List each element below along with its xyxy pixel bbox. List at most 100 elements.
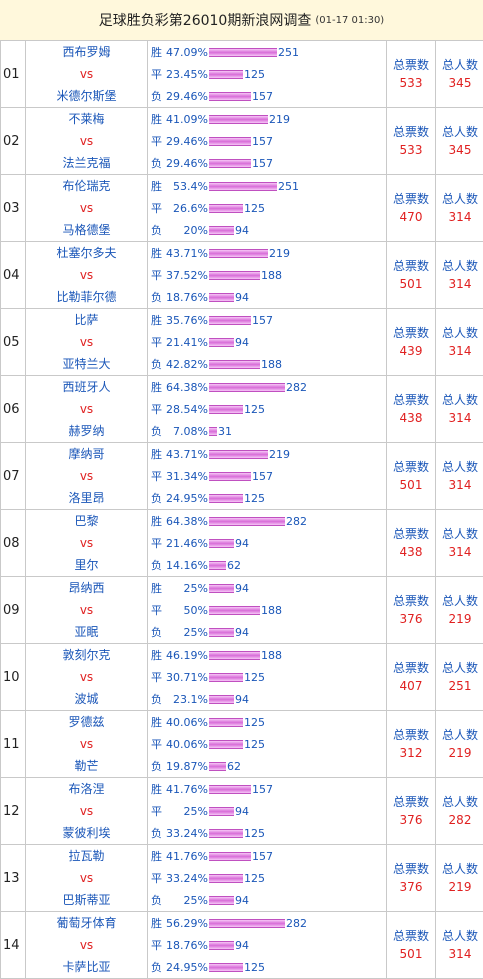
draw-label: 平 xyxy=(151,535,162,551)
match-number: 11 xyxy=(1,711,26,778)
match-number: 02 xyxy=(1,108,26,175)
home-team-link[interactable]: 巴黎 xyxy=(74,514,98,528)
away-team-link[interactable]: 赫罗纳 xyxy=(68,424,104,438)
win-label: 胜 xyxy=(151,178,162,194)
home-team-link[interactable]: 西班牙人 xyxy=(62,380,110,394)
lose-label: 负 xyxy=(151,423,162,439)
home-team-link[interactable]: 敦刻尔克 xyxy=(62,648,110,662)
away-team-link[interactable]: 波城 xyxy=(74,692,98,706)
draw-count: 94 xyxy=(235,939,249,952)
home-team-link[interactable]: 摩纳哥 xyxy=(68,447,104,461)
win-label: 胜 xyxy=(151,915,162,931)
lose-label: 负 xyxy=(151,222,162,238)
win-bar xyxy=(209,651,260,660)
lose-label: 负 xyxy=(151,624,162,640)
draw-count: 94 xyxy=(235,537,249,550)
draw-label: 平 xyxy=(151,870,162,886)
away-team-link[interactable]: 比勒菲尔德 xyxy=(56,290,116,304)
draw-percent: 37.52% xyxy=(162,269,208,282)
away-team-link[interactable]: 里尔 xyxy=(74,558,98,572)
total-votes-value: 376 xyxy=(387,610,435,628)
away-team-link[interactable]: 法兰克福 xyxy=(62,156,110,170)
home-team-link[interactable]: 拉瓦勒 xyxy=(68,849,104,863)
total-votes-label: 总票数 xyxy=(387,391,435,409)
draw-count: 157 xyxy=(252,135,273,148)
lose-count: 31 xyxy=(218,425,232,438)
total-votes-value: 376 xyxy=(387,878,435,896)
total-votes-label: 总票数 xyxy=(387,56,435,74)
draw-bar xyxy=(209,606,260,615)
lose-count: 62 xyxy=(227,760,241,773)
win-percent: 35.76% xyxy=(162,314,208,327)
away-team-link[interactable]: 洛里昂 xyxy=(68,491,104,505)
draw-bar xyxy=(209,807,234,816)
home-team-link[interactable]: 比萨 xyxy=(74,313,98,327)
lose-percent: 33.24% xyxy=(162,827,208,840)
draw-count: 125 xyxy=(244,403,265,416)
lose-count: 94 xyxy=(235,291,249,304)
total-votes-label: 总票数 xyxy=(387,458,435,476)
away-team-link[interactable]: 勒芒 xyxy=(74,759,98,773)
lose-label: 负 xyxy=(151,356,162,372)
home-team-link[interactable]: 罗德兹 xyxy=(68,715,104,729)
home-team-link[interactable]: 杜塞尔多夫 xyxy=(56,246,116,260)
total-votes-value: 312 xyxy=(387,744,435,762)
total-people-value: 314 xyxy=(436,409,483,427)
lose-count: 125 xyxy=(244,827,265,840)
home-team-link[interactable]: 不莱梅 xyxy=(68,112,104,126)
lose-bar xyxy=(209,896,234,905)
lose-percent: 14.16% xyxy=(162,559,208,572)
away-team-link[interactable]: 卡萨比亚 xyxy=(62,960,110,974)
win-bar xyxy=(209,48,277,57)
draw-count: 125 xyxy=(244,68,265,81)
home-team-link[interactable]: 西布罗姆 xyxy=(62,45,110,59)
draw-label: 平 xyxy=(151,602,162,618)
home-team-link[interactable]: 昂纳西 xyxy=(68,581,104,595)
total-people-label: 总人数 xyxy=(436,190,483,208)
lose-bar xyxy=(209,92,251,101)
lose-count: 157 xyxy=(252,157,273,170)
draw-count: 125 xyxy=(244,872,265,885)
win-count: 282 xyxy=(286,381,307,394)
total-people-label: 总人数 xyxy=(436,257,483,275)
lose-bar xyxy=(209,829,243,838)
away-team-link[interactable]: 亚特兰大 xyxy=(62,357,110,371)
total-votes-label: 总票数 xyxy=(387,659,435,677)
home-team-link[interactable]: 布伦瑞克 xyxy=(62,179,110,193)
away-team-link[interactable]: 米德尔斯堡 xyxy=(56,89,116,103)
total-votes-value: 439 xyxy=(387,342,435,360)
total-people-label: 总人数 xyxy=(436,324,483,342)
home-team-link[interactable]: 葡萄牙体育 xyxy=(56,916,116,930)
total-people-label: 总人数 xyxy=(436,592,483,610)
total-people-value: 314 xyxy=(436,208,483,226)
away-team-link[interactable]: 亚眠 xyxy=(74,625,98,639)
survey-time: (01-17 01:30) xyxy=(315,15,384,26)
away-team-link[interactable]: 巴斯蒂亚 xyxy=(62,893,110,907)
draw-count: 188 xyxy=(261,604,282,617)
away-team-link[interactable]: 蒙彼利埃 xyxy=(62,826,110,840)
home-team-link[interactable]: 布洛涅 xyxy=(68,782,104,796)
total-people-value: 282 xyxy=(436,811,483,829)
vs-label: vs xyxy=(26,934,147,956)
match-number: 08 xyxy=(1,510,26,577)
away-team-link[interactable]: 马格德堡 xyxy=(62,223,110,237)
